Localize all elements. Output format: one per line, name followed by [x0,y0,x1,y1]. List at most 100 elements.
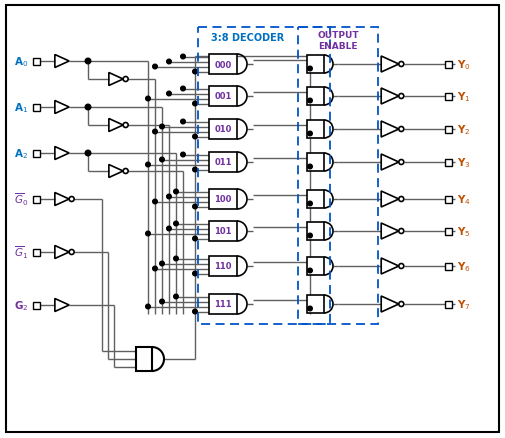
Bar [307,295,324,313]
Text: $\overline{G}_0$: $\overline{G}_0$ [14,191,28,208]
Bar [32,249,39,256]
Circle shape [146,163,150,167]
Circle shape [193,272,197,276]
Bar [32,58,39,65]
Circle shape [193,237,197,241]
Circle shape [181,153,185,157]
Bar [444,159,451,166]
Text: Y$_1$: Y$_1$ [457,90,471,104]
Bar [307,154,324,172]
Text: 000: 000 [215,60,232,69]
Text: Y$_6$: Y$_6$ [457,259,471,273]
Circle shape [174,257,178,261]
Bar [32,104,39,111]
Circle shape [167,195,171,199]
Bar [307,88,324,106]
Circle shape [308,233,312,238]
Bar [444,263,451,270]
Text: Y$_2$: Y$_2$ [457,123,471,137]
Bar [307,121,324,139]
Text: A$_2$: A$_2$ [14,147,28,161]
Bar [136,347,152,371]
Bar [444,126,451,133]
Circle shape [193,168,197,173]
Circle shape [193,102,197,106]
Circle shape [308,132,312,137]
Circle shape [167,60,171,65]
Text: 110: 110 [214,262,232,271]
Circle shape [85,105,91,110]
Bar [209,153,237,173]
Bar [32,302,39,309]
Circle shape [181,120,185,124]
Text: A$_0$: A$_0$ [14,55,28,69]
Text: 111: 111 [214,300,232,309]
Circle shape [167,92,171,97]
Bar [198,28,330,324]
Circle shape [181,55,185,60]
Text: 101: 101 [214,227,232,236]
Bar [444,61,451,68]
Circle shape [160,300,164,304]
Text: 001: 001 [214,92,232,101]
Circle shape [160,261,164,266]
Text: Y$_0$: Y$_0$ [457,58,471,72]
Text: OUTPUT
ENABLE: OUTPUT ENABLE [317,31,359,50]
Bar [209,256,237,276]
Circle shape [193,205,197,209]
Circle shape [160,125,164,130]
Text: Y$_4$: Y$_4$ [457,193,471,206]
Circle shape [193,310,197,314]
Bar [32,196,39,203]
Text: 100: 100 [214,195,232,204]
Bar [209,55,237,75]
Circle shape [153,200,157,205]
Text: Y$_5$: Y$_5$ [457,225,471,238]
Bar [444,228,451,235]
Circle shape [193,70,197,74]
Text: A$_1$: A$_1$ [14,101,28,115]
Text: 011: 011 [214,158,232,167]
Circle shape [85,59,91,65]
Circle shape [146,232,150,236]
Text: Y$_3$: Y$_3$ [457,156,471,170]
Circle shape [153,130,157,134]
Text: 010: 010 [214,125,232,134]
Text: $\overline{G}_1$: $\overline{G}_1$ [14,244,28,261]
Bar [298,28,378,324]
Circle shape [308,202,312,206]
Circle shape [153,65,157,70]
Bar [209,120,237,140]
Circle shape [308,99,312,103]
Bar [209,190,237,209]
Bar [307,56,324,74]
Circle shape [174,222,178,226]
Text: Y$_7$: Y$_7$ [457,297,471,311]
Bar [307,258,324,276]
Circle shape [181,87,185,92]
Circle shape [146,304,150,309]
Bar [307,223,324,240]
Circle shape [308,67,312,72]
Bar [209,222,237,241]
Circle shape [167,227,171,231]
Bar [209,87,237,107]
Bar [444,301,451,308]
Bar [444,196,451,203]
Text: 3:8 DECODER: 3:8 DECODER [212,33,285,43]
Circle shape [308,268,312,273]
Circle shape [308,165,312,170]
Circle shape [308,307,312,311]
Circle shape [146,97,150,102]
Circle shape [153,267,157,271]
Bar [307,191,324,208]
Circle shape [160,158,164,162]
Circle shape [174,294,178,299]
Bar [444,93,451,100]
Circle shape [174,190,178,194]
Circle shape [193,135,197,139]
Bar [209,294,237,314]
Circle shape [85,151,91,156]
Bar [32,150,39,157]
Text: G$_2$: G$_2$ [14,298,28,312]
